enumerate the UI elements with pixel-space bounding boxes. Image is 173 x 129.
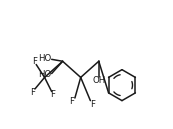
Text: HO: HO (38, 54, 51, 63)
Text: F: F (69, 97, 74, 106)
Text: F: F (50, 90, 55, 99)
Text: F: F (32, 57, 37, 66)
Text: OH: OH (92, 76, 105, 85)
Text: HO: HO (38, 70, 51, 79)
Text: F: F (30, 88, 35, 97)
Text: F: F (90, 100, 95, 109)
